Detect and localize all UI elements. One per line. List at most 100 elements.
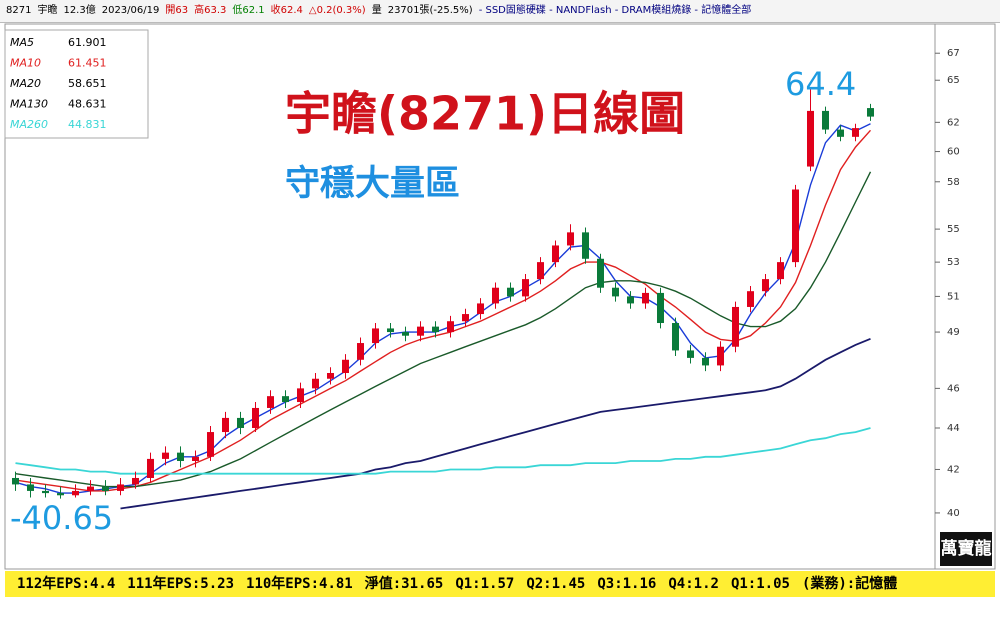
candle-body	[432, 326, 439, 333]
candle-body	[207, 432, 214, 457]
chart-subtitle: 守穩大量區	[285, 164, 460, 204]
axis-frame	[934, 23, 996, 570]
candle-body	[717, 346, 724, 366]
logo: 萬寶龍	[940, 532, 992, 566]
legend-box	[4, 29, 149, 139]
candle-body	[222, 417, 229, 433]
candle-body	[327, 373, 334, 379]
footer-item: Q1:1.05	[730, 576, 790, 592]
footer-item: Q2:1.45	[526, 576, 586, 592]
candle-body	[417, 326, 424, 336]
y-tick-label: 67	[947, 48, 960, 59]
candle-body	[537, 262, 544, 280]
info-item: 宇瞻	[37, 5, 58, 16]
candle-body	[27, 484, 34, 491]
y-tick-label: 40	[947, 508, 960, 519]
candle-body	[672, 323, 679, 351]
legend-value: 48.631	[68, 98, 107, 111]
candle-body	[522, 279, 529, 297]
candle-body	[117, 484, 124, 491]
candle-body	[492, 287, 499, 304]
candle-body	[252, 407, 259, 428]
info-item: 12.3億	[63, 5, 96, 16]
candle-body	[777, 262, 784, 280]
candle-body	[372, 328, 379, 344]
candle-body	[192, 456, 199, 462]
info-item: 高63.3	[194, 5, 227, 16]
footer-item: (業務):記憶體	[801, 576, 898, 592]
info-item: 8271	[6, 5, 32, 16]
candle-body	[387, 328, 394, 333]
candle-body	[282, 396, 289, 403]
footer-item: 淨值:31.65	[364, 576, 444, 592]
candle-body	[402, 332, 409, 336]
y-tick-label: 44	[947, 423, 960, 434]
candle-body	[132, 477, 139, 485]
info-item: 低62.1	[232, 5, 265, 16]
candle-body	[612, 287, 619, 297]
footer-bar: 112年EPS:4.4 111年EPS:5.23 110年EPS:4.81 淨值:31…	[5, 571, 995, 597]
annotation: 64.4	[785, 65, 856, 103]
candle-body	[747, 291, 754, 307]
candle-body	[762, 279, 769, 292]
chart-title: 宇瞻(8271)日線圖	[285, 87, 685, 141]
ma-line	[15, 427, 871, 475]
info-item: 2023/06/19	[101, 5, 160, 16]
y-tick-label: 55	[947, 224, 960, 235]
ma-line	[15, 171, 872, 488]
candle-body	[12, 477, 19, 485]
info-item: - SSD固態硬碟 - NANDFlash - DRAM模組燒錄 - 記憶體全部	[478, 5, 752, 16]
ma-line	[15, 123, 871, 494]
candle-body	[852, 128, 859, 137]
candle-body	[657, 292, 664, 324]
y-tick-label: 60	[947, 147, 960, 158]
candle-body	[297, 388, 304, 403]
candle-body	[597, 258, 604, 288]
annotation: -40.65	[10, 499, 113, 537]
candle-body	[462, 314, 469, 322]
candle-body	[342, 359, 349, 374]
candle-body	[177, 452, 184, 462]
footer-item: 112年EPS:4.4	[17, 576, 116, 592]
candle-body	[837, 129, 844, 137]
candle-body	[867, 108, 874, 117]
candle-body	[507, 287, 514, 297]
candle-body	[702, 357, 709, 366]
legend-value: 61.451	[68, 57, 107, 70]
candle-body	[642, 292, 649, 304]
info-item: △0.2(0.3%)	[308, 5, 366, 16]
footer-item: Q3:1.16	[597, 576, 657, 592]
legend-name: MA20	[10, 77, 41, 90]
y-tick-label: 58	[947, 177, 960, 188]
candle-body	[312, 378, 319, 389]
candle-body	[477, 303, 484, 315]
y-tick-label: 65	[947, 75, 960, 86]
candle-body	[267, 396, 274, 408]
footer-item: 111年EPS:5.23	[127, 576, 235, 592]
y-tick-label: 51	[947, 291, 960, 302]
candle-body	[732, 306, 739, 347]
legend-value: 61.901	[68, 36, 107, 49]
footer-item: 110年EPS:4.81	[246, 576, 353, 592]
legend-name: MA130	[10, 98, 48, 111]
candle-body	[582, 232, 589, 259]
legend-value: 44.831	[68, 118, 107, 131]
candle-body	[162, 452, 169, 459]
candle-body	[822, 110, 829, 130]
candle-body	[237, 417, 244, 428]
candle-body	[102, 486, 109, 491]
y-tick-label: 49	[947, 327, 960, 338]
y-tick-label: 46	[947, 383, 960, 394]
ma-line	[15, 129, 872, 492]
info-item: 開63	[165, 5, 189, 16]
candle-body	[627, 296, 634, 304]
candle-body	[447, 321, 454, 333]
candle-body	[552, 245, 559, 263]
info-item: 量	[371, 5, 382, 16]
info-bar: 8271 宇瞻 12.3億 2023/06/19 開63 高63.3 低62.1 收62.4 △…	[0, 0, 1000, 23]
legend-name: MA5	[10, 36, 34, 49]
ma-line	[120, 337, 871, 510]
candle-body	[57, 493, 64, 496]
